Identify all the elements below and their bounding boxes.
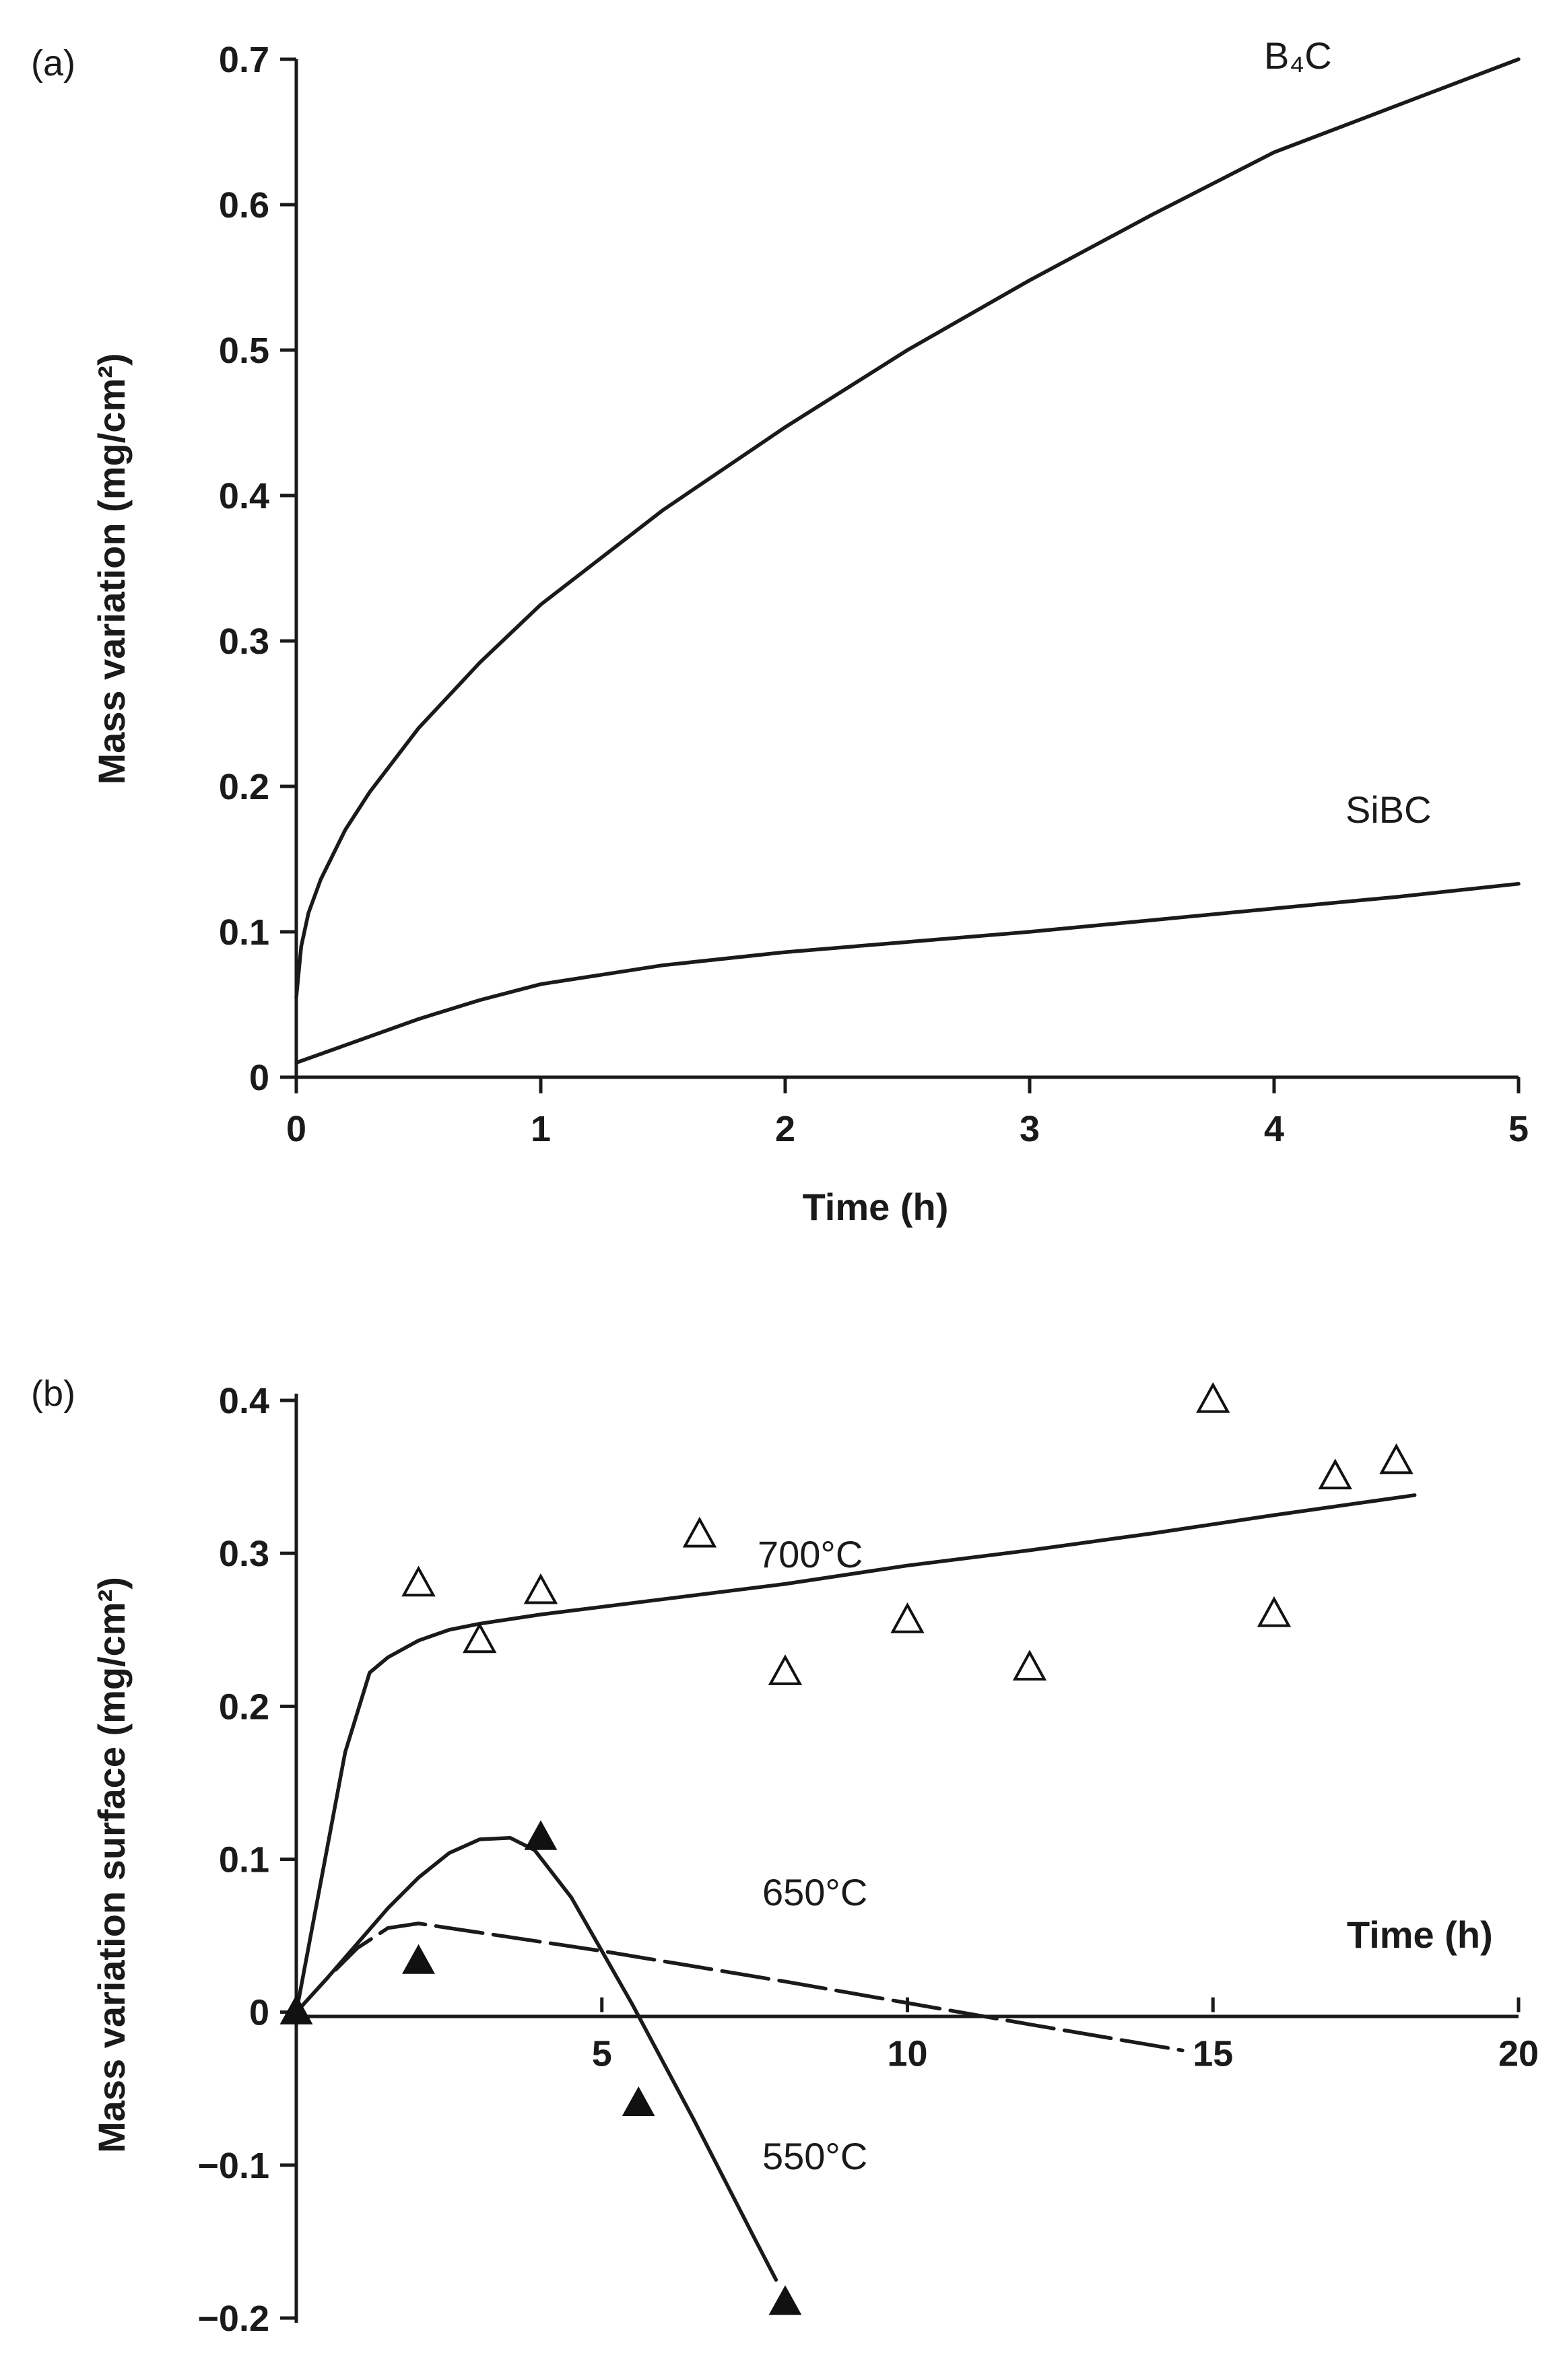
point-700-c-3 xyxy=(682,1516,717,1548)
x-tick-label-5: 5 xyxy=(1508,1109,1529,1149)
point-550-c-0 xyxy=(279,1994,313,2025)
chart-panel-a: (a) 0 1 2 3 4 5 0 0.1 0.2 0.3 0.4 0.5 0.6 0.7 Time (… xyxy=(31,34,1529,1228)
x-tick-label-1: 1 xyxy=(531,1109,551,1149)
fit-line-650-c xyxy=(294,1922,1185,2053)
x-tick-label-15: 15 xyxy=(1193,2034,1233,2074)
x-tick-label-3: 3 xyxy=(1020,1109,1040,1149)
point-550-c-3 xyxy=(622,2086,655,2116)
point-550-c-4 xyxy=(768,2285,802,2315)
y-tick-label-0-1: 0.1 xyxy=(219,912,269,953)
point-700-c-9 xyxy=(1318,1458,1352,1490)
panel-a-x-ticks: 0 1 2 3 4 5 xyxy=(286,1077,1529,1149)
fit-line-700-c xyxy=(294,1493,1417,2014)
y-tick-label-0-2: 0.2 xyxy=(219,767,269,807)
series-line-sibc xyxy=(294,881,1521,1065)
x-tick-label-0: 0 xyxy=(286,1109,306,1149)
point-700-c-7 xyxy=(1196,1382,1230,1413)
panel-b-x-axis-label: Time (h) xyxy=(1347,1913,1493,1956)
chart-panel-b: (b) 5 10 15 20 −0.2 −0.1 0 0.1 0.2 0.3 0.4 Time (… xyxy=(31,1373,1539,2339)
y-tick-label-0-3: 0.3 xyxy=(219,1534,269,1574)
panel-a-axes xyxy=(294,59,1519,1079)
x-tick-label-10: 10 xyxy=(887,2034,927,2074)
point-700-c-1 xyxy=(463,1622,497,1654)
y-tick-label-0-1: −0.1 xyxy=(197,2146,269,2186)
panel-b-y-ticks: −0.2 −0.1 0 0.1 0.2 0.3 0.4 xyxy=(197,1381,296,2339)
point-700-c-0 xyxy=(401,1565,436,1597)
panel-a-label: (a) xyxy=(31,43,75,83)
point-700-c-4 xyxy=(768,1654,803,1685)
panel-a-y-ticks: 0 0.1 0.2 0.3 0.4 0.5 0.6 0.7 xyxy=(219,40,296,1098)
series-line-b4c xyxy=(294,57,1521,999)
y-tick-label-0-1: 0.1 xyxy=(219,1840,269,1880)
x-tick-label-20: 20 xyxy=(1498,2034,1539,2074)
x-tick-label-2: 2 xyxy=(775,1109,795,1149)
series-label-sibc: SiBC xyxy=(1345,788,1432,831)
point-550-c-1 xyxy=(402,1944,435,1974)
point-550-c-2 xyxy=(524,1820,558,1850)
x-tick-label-5: 5 xyxy=(592,2034,612,2074)
panel-b-points xyxy=(279,1382,1413,2315)
y-tick-label-0: 0 xyxy=(249,1058,269,1098)
y-tick-label-0-4: 0.4 xyxy=(219,1381,269,1421)
y-tick-label-0-2: −0.2 xyxy=(197,2299,269,2339)
panel-a-curves xyxy=(294,57,1521,1065)
y-tick-label-0-3: 0.3 xyxy=(219,621,269,662)
panel-a-y-axis-label: Mass variation (mg/cm²) xyxy=(90,353,133,784)
panel-a-x-axis-label: Time (h) xyxy=(803,1186,949,1228)
point-700-c-8 xyxy=(1257,1596,1292,1627)
point-700-c-10 xyxy=(1379,1443,1413,1474)
y-tick-label-0-4: 0.4 xyxy=(219,476,269,516)
y-tick-label-0-6: 0.6 xyxy=(219,185,269,226)
series-label-b4c: B₄C xyxy=(1264,34,1332,77)
panel-b-label: (b) xyxy=(31,1373,75,1414)
panel-b-x-ticks: 5 10 15 20 xyxy=(592,1997,1539,2074)
series-label-700c: 700°C xyxy=(758,1533,863,1575)
y-tick-label-0-5: 0.5 xyxy=(219,331,269,371)
point-700-c-5 xyxy=(890,1602,925,1633)
panel-b-curves xyxy=(294,1493,1417,2282)
y-tick-label-0-2: 0.2 xyxy=(219,1687,269,1727)
fit-line-550-c xyxy=(294,1835,778,2282)
y-tick-label-0: 0 xyxy=(249,1993,269,2033)
point-700-c-6 xyxy=(1012,1650,1047,1681)
series-label-650c: 650°C xyxy=(762,1871,867,1913)
panel-b-y-axis-label: Mass variation surface (mg/cm²) xyxy=(90,1577,133,2153)
series-label-550c: 550°C xyxy=(762,2135,867,2177)
y-tick-label-0-7: 0.7 xyxy=(219,40,269,80)
x-tick-label-4: 4 xyxy=(1264,1109,1284,1149)
point-700-c-2 xyxy=(523,1573,558,1604)
